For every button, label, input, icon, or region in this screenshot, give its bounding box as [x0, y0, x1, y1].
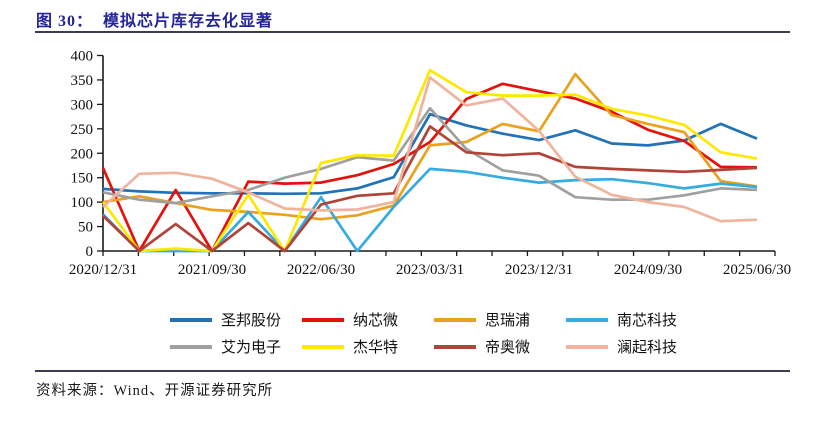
x-axis-label: 2021/09/30 — [178, 262, 246, 278]
series-line-艾为电子 — [102, 106, 758, 205]
series-line-思瑞浦 — [102, 72, 758, 221]
legend-swatch — [170, 317, 212, 322]
x-axis-label: 2023/12/31 — [505, 262, 573, 278]
legend-swatch — [302, 317, 344, 322]
y-axis-label: 400 — [71, 49, 94, 65]
legend-label: 杰华特 — [353, 340, 399, 356]
x-axis-label: 2020/12/31 — [69, 262, 137, 278]
figure-title-text: 模拟芯片库存去化显著 — [103, 13, 274, 30]
source-divider — [35, 370, 790, 372]
y-axis-label: 300 — [71, 97, 94, 113]
y-axis-label: 0 — [86, 244, 94, 260]
legend-label: 艾为电子 — [221, 340, 282, 356]
legend-item: 南芯科技 — [566, 306, 698, 333]
x-axis-label: 2022/06/30 — [287, 262, 355, 278]
source-line: 资料来源：Wind、开源证券研究所 — [36, 383, 274, 399]
series-line-帝奥微 — [102, 125, 758, 253]
legend-label: 思瑞浦 — [485, 313, 531, 329]
figure-label: 图 30： — [36, 13, 94, 30]
series-line-杰华特 — [101, 68, 758, 253]
legend-label: 帝奥微 — [485, 340, 531, 356]
legend-swatch — [434, 344, 476, 349]
series-line-澜起科技 — [102, 76, 758, 223]
legend-label: 圣邦股份 — [221, 313, 282, 329]
y-axis-label: 150 — [71, 171, 94, 187]
y-axis-label: 100 — [71, 195, 94, 211]
legend-swatch — [434, 317, 476, 322]
x-axis-label: 2023/03/31 — [396, 262, 464, 278]
legend-item: 纳芯微 — [302, 306, 434, 333]
legend-item: 杰华特 — [302, 333, 434, 360]
legend-label: 南芯科技 — [617, 313, 678, 329]
x-axis-label: 2025/06/30 — [723, 262, 791, 278]
y-axis-label: 50 — [78, 220, 93, 236]
figure-title: 图 30： 模拟芯片库存去化显著 — [36, 7, 273, 31]
legend-item: 帝奥微 — [434, 333, 566, 360]
legend-swatch — [302, 344, 344, 349]
legend-swatch — [566, 317, 608, 322]
series-line-南芯科技 — [102, 167, 758, 253]
x-axis-label: 2024/09/30 — [614, 262, 682, 278]
chart-legend: 圣邦股份 纳芯微 思瑞浦 南芯科技艾为电子 杰华特 帝奥微 澜起科技 — [170, 306, 698, 360]
y-axis-label: 200 — [71, 146, 94, 162]
legend-swatch — [170, 344, 212, 349]
legend-label: 澜起科技 — [617, 340, 678, 356]
series-line-圣邦股份 — [102, 112, 758, 196]
legend-item: 艾为电子 — [170, 333, 302, 360]
y-axis-label: 350 — [71, 73, 94, 89]
title-divider — [35, 31, 790, 33]
y-axis-label: 250 — [71, 122, 94, 138]
legend-item: 思瑞浦 — [434, 306, 566, 333]
legend-label: 纳芯微 — [353, 313, 399, 329]
legend-swatch — [566, 344, 608, 349]
legend-item: 圣邦股份 — [170, 306, 302, 333]
legend-item: 澜起科技 — [566, 333, 698, 360]
